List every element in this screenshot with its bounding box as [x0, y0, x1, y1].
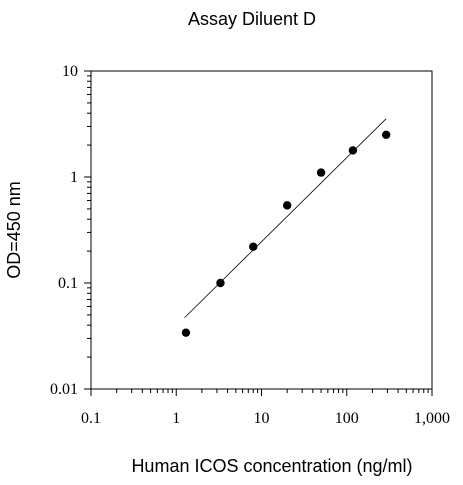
- x-tick-label: 1: [172, 410, 180, 427]
- data-point: [216, 278, 225, 288]
- data-point: [181, 328, 191, 337]
- x-tick-label: 100: [335, 410, 359, 427]
- x-axis-label: Human ICOS concentration (ng/ml): [131, 456, 412, 476]
- x-tick-label: 10: [254, 410, 270, 427]
- y-tick-label: 0.01: [50, 381, 78, 398]
- y-tick-label: 1: [70, 169, 78, 186]
- y-tick-label: 0.1: [58, 275, 78, 292]
- data-point: [316, 168, 326, 177]
- data-points-layer: [181, 130, 391, 337]
- y-axis-ticks: 0.01 0.1 1 10: [50, 63, 91, 398]
- data-point: [282, 201, 292, 210]
- chart-title: Assay Diluent D: [188, 9, 316, 29]
- y-tick-label: 10: [62, 63, 78, 80]
- data-point: [249, 242, 258, 251]
- data-point: [348, 146, 358, 155]
- x-tick-label: 0.1: [81, 410, 101, 427]
- data-point: [381, 130, 391, 140]
- plot-frame: [90, 70, 433, 390]
- x-tick-label: 1,000: [414, 410, 450, 427]
- x-axis-ticks: 0.1 1 10 100 1,000: [81, 389, 450, 427]
- y-axis-label: OD=450 nm: [4, 181, 24, 279]
